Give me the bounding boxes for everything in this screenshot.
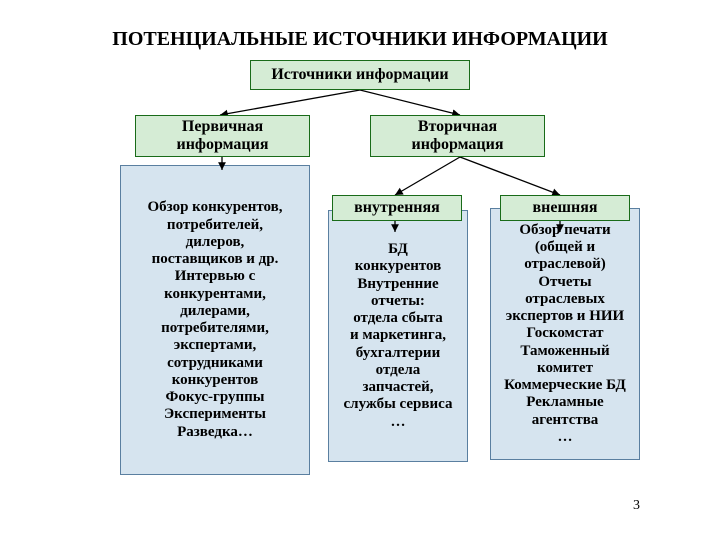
- node-root: Источники информации: [250, 60, 470, 90]
- node-primary: Первичная информация: [135, 115, 310, 157]
- infobox-external-text: Обзор печати (общей и отраслевой) Отчеты…: [497, 222, 633, 446]
- node-external: внешняя: [500, 195, 630, 221]
- infobox-primary: Обзор конкурентов, потребителей, дилеров…: [120, 165, 310, 475]
- node-secondary-label: Вторичная информация: [411, 118, 503, 155]
- node-secondary: Вторичная информация: [370, 115, 545, 157]
- node-external-label: внешняя: [533, 199, 598, 217]
- node-internal: внутренняя: [332, 195, 462, 221]
- node-internal-label: внутренняя: [354, 199, 440, 217]
- infobox-primary-text: Обзор конкурентов, потребителей, дилеров…: [147, 199, 282, 441]
- node-primary-label: Первичная информация: [176, 118, 268, 155]
- infobox-internal: БД конкурентов Внутренние отчеты: отдела…: [328, 210, 468, 462]
- page-title: ПОТЕНЦИАЛЬНЫЕ ИСТОЧНИКИ ИНФОРМАЦИИ: [0, 28, 720, 51]
- node-root-label: Источники информации: [271, 66, 448, 84]
- infobox-external: Обзор печати (общей и отраслевой) Отчеты…: [490, 208, 640, 460]
- page-number: 3: [633, 498, 640, 514]
- infobox-internal-text: БД конкурентов Внутренние отчеты: отдела…: [344, 241, 453, 431]
